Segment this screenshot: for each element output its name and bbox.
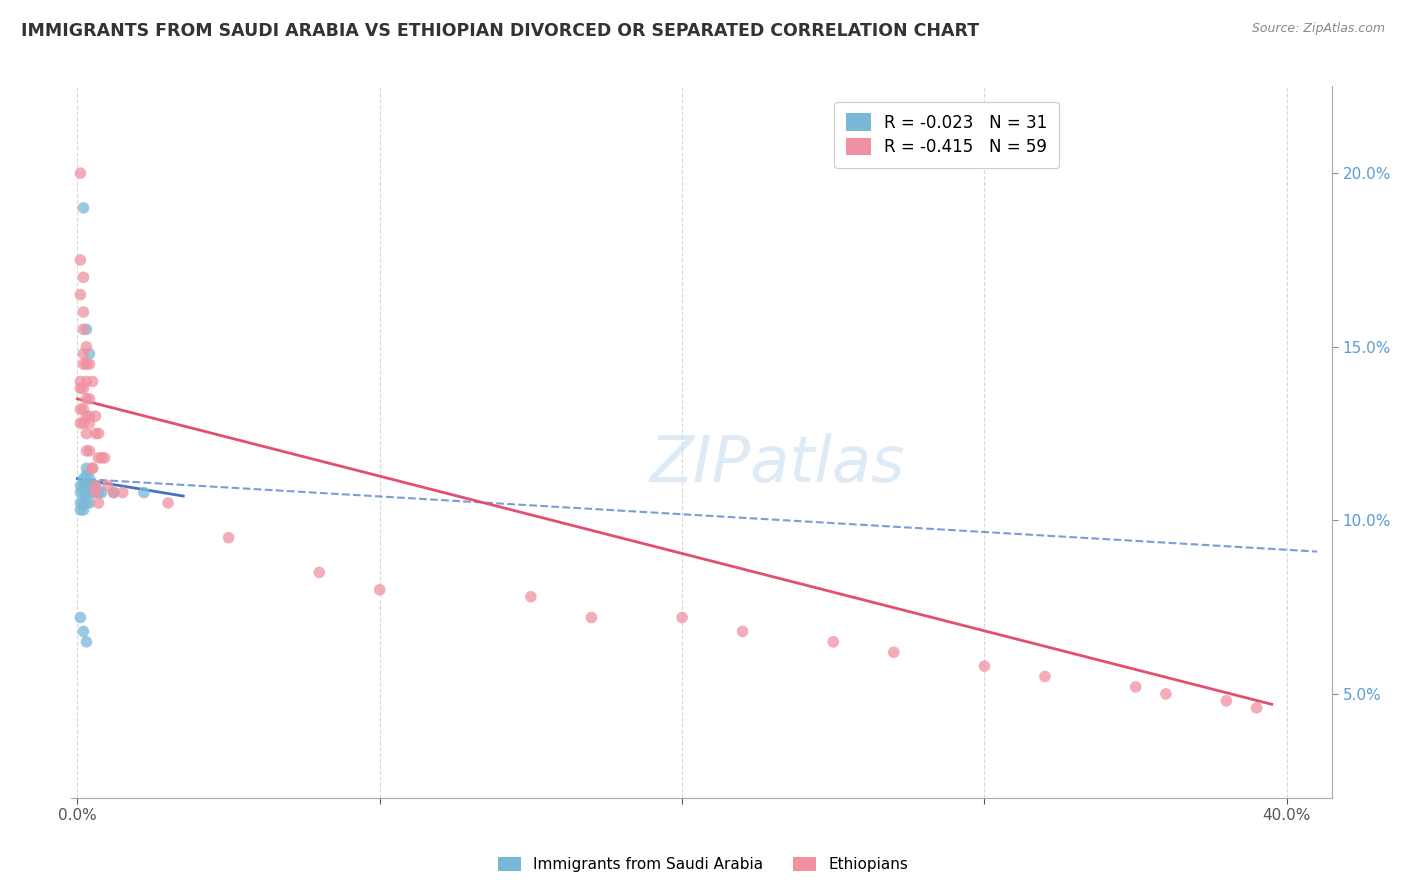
Point [731, 624, 754, 639]
Point [69, 496, 91, 510]
Point [69, 381, 91, 395]
Point [75, 468, 97, 483]
Point [132, 485, 155, 500]
Point [87, 450, 110, 465]
Point [69, 402, 91, 417]
Point [218, 531, 240, 545]
Point [84, 478, 107, 492]
Point [75, 322, 97, 336]
Point [69, 166, 91, 180]
Point [581, 610, 603, 624]
Point [69, 485, 91, 500]
Point [1246, 700, 1268, 714]
Point [1154, 687, 1177, 701]
Point [82, 485, 104, 500]
Point [1033, 669, 1056, 683]
Point [75, 443, 97, 458]
Point [973, 659, 995, 673]
Point [79, 496, 101, 510]
Point [87, 496, 110, 510]
Point [72, 347, 94, 361]
Point [90, 450, 112, 465]
Point [72, 624, 94, 639]
Point [308, 566, 330, 580]
Text: IMMIGRANTS FROM SAUDI ARABIA VS ETHIOPIAN DIVORCED OR SEPARATED CORRELATION CHAR: IMMIGRANTS FROM SAUDI ARABIA VS ETHIOPIA… [21, 22, 979, 40]
Legend: R = -0.023   N = 31, R = -0.415   N = 59: R = -0.023 N = 31, R = -0.415 N = 59 [834, 102, 1059, 169]
Point [75, 392, 97, 406]
Point [75, 409, 97, 424]
Point [79, 478, 101, 492]
Point [72, 270, 94, 285]
Point [69, 287, 91, 301]
Point [75, 635, 97, 649]
Point [69, 416, 91, 430]
Point [823, 635, 845, 649]
Point [157, 496, 180, 510]
Point [82, 461, 104, 475]
Point [79, 357, 101, 371]
Point [75, 496, 97, 510]
Point [72, 305, 94, 319]
Point [72, 402, 94, 417]
Legend: Immigrants from Saudi Arabia, Ethiopians: Immigrants from Saudi Arabia, Ethiopians [489, 849, 917, 880]
Point [1125, 680, 1147, 694]
Point [75, 340, 97, 354]
Point [79, 347, 101, 361]
Point [75, 485, 97, 500]
Point [84, 485, 107, 500]
Point [79, 485, 101, 500]
Point [90, 485, 112, 500]
Text: Source: ZipAtlas.com: Source: ZipAtlas.com [1251, 22, 1385, 36]
Point [111, 485, 134, 500]
Point [72, 381, 94, 395]
Point [883, 645, 905, 659]
Point [82, 478, 104, 492]
Point [97, 478, 120, 492]
Point [72, 472, 94, 486]
Point [103, 485, 125, 500]
Point [520, 590, 543, 604]
Point [75, 478, 97, 492]
Point [72, 485, 94, 500]
Point [75, 426, 97, 441]
Text: ZIPatlas: ZIPatlas [650, 433, 905, 494]
Point [72, 322, 94, 336]
Point [75, 375, 97, 389]
Point [69, 503, 91, 517]
Point [69, 375, 91, 389]
Point [79, 392, 101, 406]
Point [1215, 694, 1237, 708]
Point [72, 496, 94, 510]
Point [103, 485, 125, 500]
Point [72, 503, 94, 517]
Point [87, 426, 110, 441]
Point [69, 478, 91, 492]
Point [87, 485, 110, 500]
Point [79, 409, 101, 424]
Point [79, 443, 101, 458]
Point [368, 582, 391, 597]
Point [72, 357, 94, 371]
Point [84, 409, 107, 424]
Point [72, 201, 94, 215]
Point [69, 610, 91, 624]
Point [82, 375, 104, 389]
Point [72, 416, 94, 430]
Point [75, 461, 97, 475]
Point [82, 461, 104, 475]
Point [79, 416, 101, 430]
Point [75, 357, 97, 371]
Point [93, 450, 115, 465]
Point [671, 610, 693, 624]
Point [72, 478, 94, 492]
Point [79, 472, 101, 486]
Point [84, 426, 107, 441]
Point [69, 252, 91, 267]
Point [84, 478, 107, 492]
